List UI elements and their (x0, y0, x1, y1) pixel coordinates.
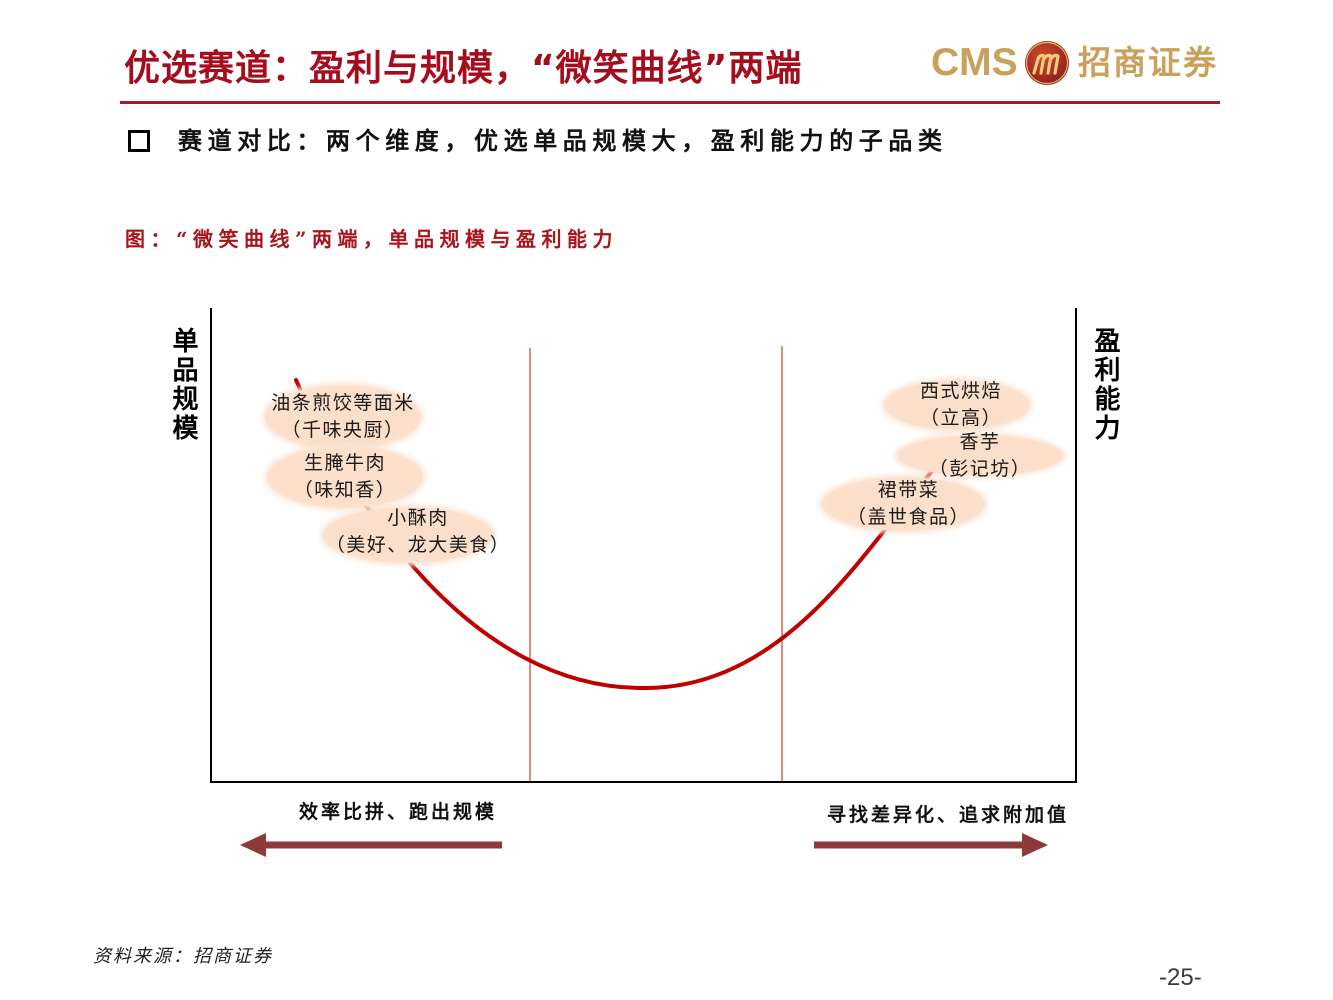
cms-emblem-icon (1025, 41, 1069, 85)
bubble-product: 生腌牛肉 (303, 452, 387, 474)
left-arrow (240, 833, 502, 857)
bubble-company: （彭记坊） (928, 457, 1032, 480)
left-axis-label: 单品规模 (168, 327, 198, 443)
left-arrow-shaft (262, 841, 502, 849)
logo-latin-text: CMS (931, 41, 1018, 84)
bubble-label: 小酥肉 （美好、龙大美食） (326, 505, 511, 559)
right-arrow-shaft (814, 841, 1026, 849)
left-arrow-head (240, 833, 266, 857)
left-bubble-2: 生腌牛肉 （味知香） (267, 446, 423, 508)
bullet-text: 赛道对比：两个维度，优选单品规模大，盈利能力的子品类 (178, 126, 948, 155)
bubble-company: （千味央厨） (281, 419, 405, 441)
right-arrow (814, 833, 1048, 857)
right-bubble-3: 裙带菜 （盖世食品） (822, 477, 985, 531)
bubble-company: （盖世食品） (846, 506, 971, 528)
source-note: 资料来源：招商证券 (93, 946, 273, 967)
logo-chinese-text: 招商证券 (1078, 43, 1218, 82)
bubble-label: 生腌牛肉 （味知香） (294, 450, 397, 504)
bubble-label: 裙带菜 （盖世食品） (847, 477, 970, 531)
bubble-company: （美好、龙大美食） (325, 534, 511, 556)
right-axis-label: 盈利能力 (1090, 327, 1120, 443)
title-divider (120, 101, 1220, 104)
slide-title: 优选赛道：盈利与规模，“微笑曲线”两端 (124, 48, 803, 89)
right-bubble-1: 西式烘焙 （立高） (884, 380, 1030, 430)
right-arrow-head (1022, 833, 1048, 857)
left-direction-label: 效率比拼、跑出规模 (299, 801, 498, 823)
bubble-company: （味知香） (293, 479, 397, 501)
bubble-product: 裙带菜 (877, 479, 940, 501)
bubble-product: 小酥肉 (387, 507, 449, 529)
bubble-label: 西式烘焙 （立高） (920, 378, 1002, 432)
left-bubble-1: 油条煎饺等面米 （千味央厨） (265, 385, 421, 449)
right-bubble-2: 香芋 （彭记坊） (897, 431, 1063, 480)
bubble-product: 西式烘焙 (919, 380, 1003, 402)
figure-caption: 图：“微笑曲线”两端，单品规模与盈利能力 (125, 227, 619, 251)
bubble-company: （立高） (919, 407, 1003, 429)
bubble-product: 油条煎饺等面米 (271, 392, 415, 414)
company-logo: CMS 招商证券 (928, 36, 1226, 90)
bubble-label: 油条煎饺等面米 （千味央厨） (271, 390, 415, 444)
bubble-product: 香芋 (959, 430, 1001, 453)
right-direction-label: 寻找差异化、追求附加值 (827, 804, 1070, 826)
page-number: -25- (1159, 964, 1202, 991)
bubble-label: 香芋 （彭记坊） (929, 429, 1032, 483)
left-bubble-3: 小酥肉 （美好、龙大美食） (323, 507, 509, 563)
hollow-square-icon (128, 130, 150, 152)
